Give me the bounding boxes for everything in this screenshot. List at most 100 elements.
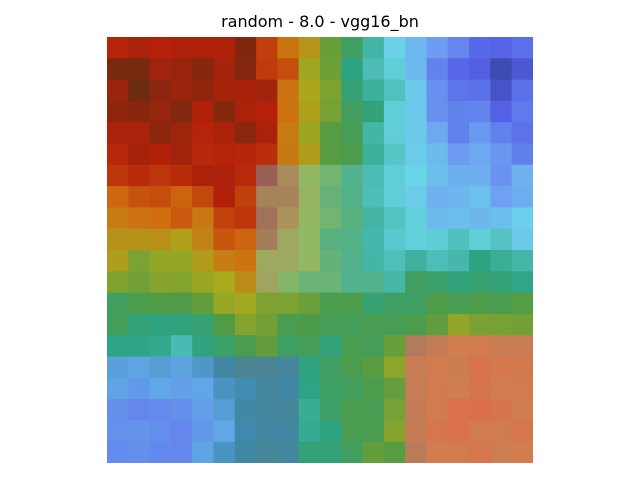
heatmap-cell: [320, 186, 342, 208]
heatmap-cell: [320, 377, 342, 400]
heatmap-cell: [426, 186, 449, 208]
heatmap-cell: [149, 164, 172, 187]
heatmap-cell: [128, 164, 151, 187]
heatmap-cell: [490, 228, 513, 251]
heatmap-cell: [149, 441, 172, 463]
heatmap-cell: [107, 164, 129, 187]
heatmap-cell: [447, 420, 470, 443]
heatmap-cell: [426, 335, 449, 358]
heatmap-cell: [469, 313, 491, 336]
heatmap-image: [107, 37, 533, 463]
heatmap-cell: [405, 420, 428, 443]
heatmap-cell: [149, 207, 172, 230]
heatmap-cell: [362, 250, 385, 272]
heatmap-cell: [298, 37, 321, 59]
heatmap-cell: [149, 228, 172, 251]
heatmap-cell: [149, 377, 172, 400]
heatmap-cell: [107, 441, 129, 463]
heatmap-cell: [277, 377, 300, 400]
heatmap-cell: [277, 143, 300, 166]
heatmap-cell: [447, 250, 470, 272]
heatmap-cell: [426, 420, 449, 443]
heatmap-cell: [213, 79, 236, 102]
heatmap-cell: [192, 313, 215, 336]
heatmap-cell: [383, 58, 406, 81]
heatmap-cell: [107, 79, 129, 102]
heatmap-cell: [192, 250, 215, 272]
heatmap-cell: [447, 356, 470, 379]
heatmap-cell: [256, 377, 278, 400]
heatmap-cell: [511, 186, 533, 208]
heatmap-cell: [149, 250, 172, 272]
heatmap-cell: [405, 377, 428, 400]
heatmap-cell: [277, 79, 300, 102]
heatmap-cell: [469, 335, 491, 358]
heatmap-cell: [362, 228, 385, 251]
heatmap-cell: [107, 207, 129, 230]
heatmap-cell: [298, 79, 321, 102]
heatmap-cell: [234, 228, 257, 251]
heatmap-cell: [170, 377, 193, 400]
heatmap-cell: [234, 143, 257, 166]
heatmap-cell: [426, 100, 449, 123]
heatmap-cell: [170, 441, 193, 463]
heatmap-cell: [256, 441, 278, 463]
heatmap-cell: [383, 399, 406, 421]
heatmap-cell: [107, 122, 129, 145]
heatmap-cell: [320, 356, 342, 379]
heatmap-cell: [128, 143, 151, 166]
heatmap-cell: [170, 122, 193, 145]
heatmap-cell: [234, 356, 257, 379]
heatmap-cell: [511, 122, 533, 145]
heatmap-cell: [213, 100, 236, 123]
heatmap-cell: [383, 250, 406, 272]
heatmap-cell: [192, 420, 215, 443]
heatmap-cell: [405, 356, 428, 379]
heatmap-cell: [426, 356, 449, 379]
heatmap-cell: [405, 122, 428, 145]
heatmap-cell: [107, 356, 129, 379]
heatmap-cell: [383, 164, 406, 187]
heatmap-cell: [511, 335, 533, 358]
heatmap-cell: [192, 37, 215, 59]
heatmap-cell: [192, 441, 215, 463]
heatmap-cell: [426, 228, 449, 251]
heatmap-cell: [234, 441, 257, 463]
heatmap-cell: [298, 58, 321, 81]
heatmap-cell: [383, 356, 406, 379]
heatmap-cell: [426, 271, 449, 294]
heatmap-cell: [426, 122, 449, 145]
heatmap-cell: [469, 271, 491, 294]
heatmap-cell: [490, 122, 513, 145]
heatmap-cell: [213, 186, 236, 208]
heatmap-cell: [447, 335, 470, 358]
heatmap-cell: [170, 399, 193, 421]
heatmap-cell: [107, 399, 129, 421]
heatmap-cell: [234, 186, 257, 208]
heatmap-cell: [383, 292, 406, 315]
heatmap-cell: [511, 271, 533, 294]
heatmap-cell: [213, 250, 236, 272]
heatmap-cell: [128, 207, 151, 230]
heatmap-cell: [490, 250, 513, 272]
heatmap-cell: [341, 250, 364, 272]
heatmap-cell: [383, 420, 406, 443]
heatmap-cell: [469, 186, 491, 208]
heatmap-cell: [192, 356, 215, 379]
heatmap-cell: [149, 356, 172, 379]
heatmap-cell: [362, 356, 385, 379]
heatmap-cell: [298, 271, 321, 294]
heatmap-cell: [405, 37, 428, 59]
heatmap-cell: [256, 228, 278, 251]
heatmap-cell: [405, 207, 428, 230]
heatmap-cell: [107, 58, 129, 81]
heatmap-cell: [362, 271, 385, 294]
heatmap-cell: [192, 58, 215, 81]
heatmap-cell: [426, 377, 449, 400]
heatmap-cell: [490, 164, 513, 187]
heatmap-cell: [107, 186, 129, 208]
heatmap-cell: [511, 37, 533, 59]
heatmap-cell: [320, 100, 342, 123]
heatmap-cell: [490, 399, 513, 421]
